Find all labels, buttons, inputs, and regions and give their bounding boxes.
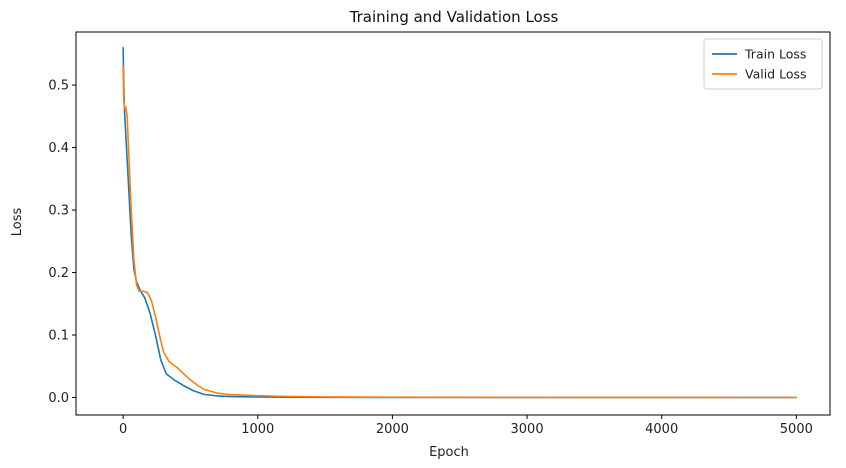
legend-box [703,38,823,90]
y-tick-label: 0.3 [48,204,69,219]
y-tick-label: 0.4 [48,141,69,156]
legend-label-valid-loss: Valid Loss [745,67,807,82]
x-tick-label: 4000 [645,422,678,437]
y-tick-label: 0.0 [48,391,69,406]
ticks-layer: 0 1000 2000 3000 4000 5000 0.0 0.1 0.2 0.3 0.4 0.5 [48,79,813,437]
x-axis-label: Epoch [429,445,469,460]
train-loss-line [122,46,798,399]
chart-title: Training and Validation Loss [349,8,559,26]
axes-frame [75,31,831,416]
legend: Train Loss Valid Loss [703,38,823,90]
y-tick-label: 0.1 [48,329,69,344]
x-tick-label: 5000 [780,422,813,437]
y-tick-label: 0.5 [48,79,69,94]
valid-loss-line [122,65,798,399]
x-tick-label: 2000 [376,422,409,437]
x-tick-label: 1000 [241,422,274,437]
x-tick-label: 3000 [511,422,544,437]
legend-label-train-loss: Train Loss [744,47,806,62]
series-layer [122,46,798,399]
x-tick-label: 0 [119,422,127,437]
y-axis-label: Loss [10,208,25,237]
axes-layer [75,31,831,416]
y-tick-label: 0.2 [48,266,69,281]
